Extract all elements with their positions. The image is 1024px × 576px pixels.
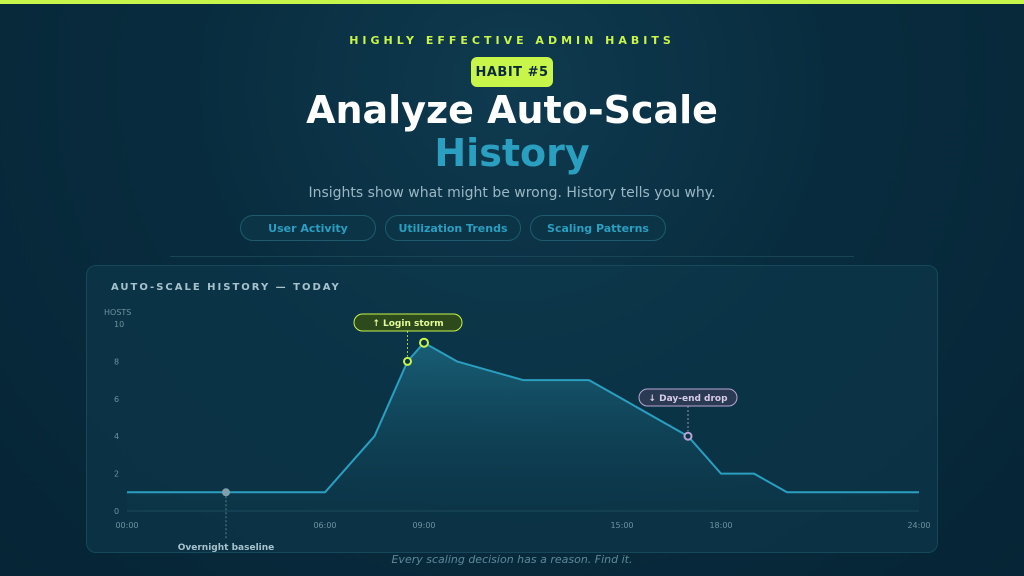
y-axis-label: HOSTS bbox=[104, 308, 131, 317]
login-storm-tag bbox=[353, 313, 463, 332]
day-end-drop-tag bbox=[638, 388, 738, 407]
page-title: Analyze Auto-Scale bbox=[306, 88, 718, 132]
baseline-point bbox=[222, 488, 230, 497]
habit-badge: HABIT #5 bbox=[471, 57, 553, 87]
y-tick-label: 8 bbox=[114, 357, 119, 366]
eyebrow-text: HIGHLY EFFECTIVE ADMIN HABITS bbox=[349, 34, 675, 47]
section-divider bbox=[170, 256, 854, 257]
tab-utilization-trends[interactable]: Utilization Trends bbox=[385, 215, 521, 241]
series-area bbox=[127, 342, 919, 511]
x-tick-label: 00:00 bbox=[115, 521, 138, 530]
page-subtitle: Insights show what might be wrong. Histo… bbox=[308, 185, 716, 201]
login-storm-point bbox=[403, 356, 412, 366]
footer-tagline: Every scaling decision has a reason. Fin… bbox=[391, 553, 633, 566]
baseline-annotation-label: Overnight baseline bbox=[178, 543, 275, 553]
day-end-drop-point bbox=[683, 431, 693, 441]
y-tick-label: 6 bbox=[114, 395, 119, 404]
x-tick-label: 09:00 bbox=[412, 521, 435, 530]
tab-scaling-patterns[interactable]: Scaling Patterns bbox=[530, 215, 666, 241]
y-tick-label: 2 bbox=[114, 470, 119, 479]
series-line bbox=[127, 341, 919, 494]
top-accent-bar bbox=[0, 0, 1024, 4]
y-tick-label: 10 bbox=[114, 320, 124, 329]
chart-panel-title: AUTO-SCALE HISTORY — TODAY bbox=[111, 282, 341, 293]
x-tick-label: 24:00 bbox=[907, 521, 930, 530]
peak-point bbox=[419, 337, 429, 348]
login-storm-label: ↑ Login storm bbox=[372, 319, 443, 329]
day-end-drop-label: ↓ Day-end drop bbox=[648, 394, 728, 404]
x-tick-label: 06:00 bbox=[313, 521, 336, 530]
y-tick-label: 4 bbox=[114, 432, 119, 441]
x-tick-label: 15:00 bbox=[610, 521, 633, 530]
x-tick-label: 18:00 bbox=[709, 521, 732, 530]
tab-user-activity[interactable]: User Activity bbox=[240, 215, 376, 241]
page-title-highlight: History bbox=[434, 131, 590, 175]
y-tick-label: 0 bbox=[114, 507, 119, 516]
